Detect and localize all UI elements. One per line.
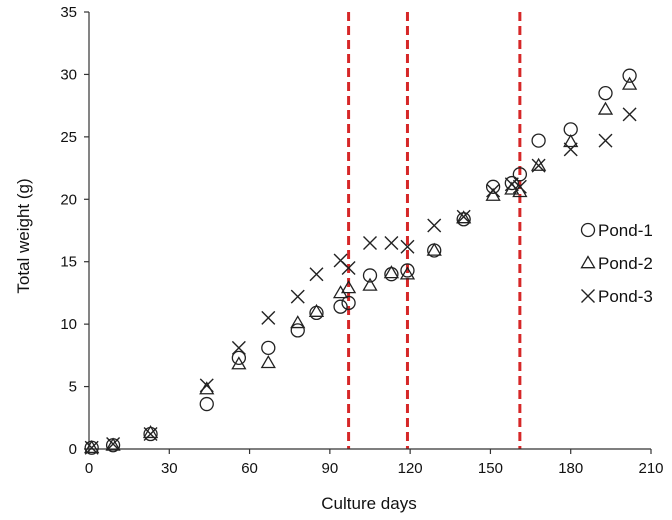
data-point xyxy=(598,86,613,101)
data-point xyxy=(333,299,348,314)
y-tick-label: 35 xyxy=(60,4,77,21)
series-pond-3 xyxy=(84,107,637,455)
axis-ticks: 0 30 60 90 120 150 180 210 0 5 10 15 20 25 30 35 xyxy=(60,4,663,477)
data-point xyxy=(456,210,472,224)
data-point xyxy=(622,107,637,122)
data-point xyxy=(530,157,547,171)
data-point xyxy=(261,340,276,356)
data-point xyxy=(199,396,214,412)
x-tick-label: 150 xyxy=(478,460,503,477)
reference-lines xyxy=(347,12,522,449)
data-point xyxy=(384,235,399,250)
series-pond-2 xyxy=(84,76,638,454)
data-point xyxy=(621,76,638,90)
data-point xyxy=(84,439,100,454)
data-point xyxy=(504,177,519,192)
data-point xyxy=(485,179,501,194)
data-point xyxy=(399,266,416,280)
legend-marker xyxy=(580,255,596,269)
y-tick-label: 15 xyxy=(60,254,77,271)
data-point xyxy=(142,424,159,439)
data-point xyxy=(106,437,121,452)
data-point xyxy=(400,263,415,278)
data-point xyxy=(199,381,215,395)
data-point xyxy=(512,167,528,182)
data-point xyxy=(341,260,356,275)
data-point xyxy=(597,101,614,115)
data-point xyxy=(598,133,613,148)
data-point xyxy=(426,242,442,256)
legend-item: Pond-3 xyxy=(581,287,653,306)
data-point xyxy=(363,235,377,250)
legend-label: Pond-3 xyxy=(598,287,653,306)
y-tick-label: 10 xyxy=(60,316,77,333)
data-point xyxy=(105,437,121,451)
data-point xyxy=(563,142,578,157)
data-point xyxy=(261,310,276,325)
data-point xyxy=(260,355,276,369)
data-point xyxy=(290,323,305,338)
legend-marker xyxy=(580,222,596,238)
data-point xyxy=(427,218,442,233)
data-point xyxy=(231,350,247,366)
data-point xyxy=(486,183,501,198)
legend-marker xyxy=(581,289,595,303)
x-tick-label: 60 xyxy=(241,460,258,477)
data-point xyxy=(400,239,415,254)
y-tick-label: 5 xyxy=(69,379,77,396)
data-point xyxy=(341,295,356,311)
data-point xyxy=(290,289,305,304)
series-pond-1 xyxy=(84,68,637,455)
x-tick-label: 120 xyxy=(398,460,423,477)
y-axis-title: Total weight (g) xyxy=(14,178,33,293)
x-tick-label: 30 xyxy=(161,460,178,477)
data-point xyxy=(504,175,519,191)
data-point xyxy=(231,340,246,355)
legend: Pond-1 Pond-2 Pond-3 xyxy=(580,221,653,306)
data-point xyxy=(622,68,637,83)
data-point xyxy=(362,277,378,291)
data-point xyxy=(362,268,378,283)
data-point xyxy=(290,315,306,329)
y-tick-label: 30 xyxy=(60,66,77,83)
data-point xyxy=(309,267,324,282)
data-marks xyxy=(84,68,638,455)
data-point xyxy=(456,209,471,224)
data-point xyxy=(308,303,325,317)
data-point xyxy=(531,158,546,173)
data-point xyxy=(531,133,546,148)
x-tick-label: 210 xyxy=(638,460,663,477)
y-tick-label: 20 xyxy=(60,191,77,208)
data-point xyxy=(340,280,357,294)
y-tick-label: 25 xyxy=(60,129,77,146)
data-point xyxy=(199,378,214,393)
y-tick-label: 0 xyxy=(69,441,77,458)
x-tick-label: 180 xyxy=(558,460,583,477)
data-point xyxy=(563,134,579,148)
x-axis-title: Culture days xyxy=(321,494,416,513)
data-point xyxy=(143,427,158,442)
legend-item: Pond-1 xyxy=(580,221,653,240)
x-tick-label: 90 xyxy=(322,460,339,477)
axes xyxy=(88,12,651,450)
legend-label: Pond-2 xyxy=(598,254,653,273)
data-point xyxy=(84,440,99,455)
data-point xyxy=(231,356,247,370)
data-point xyxy=(383,265,400,279)
legend-label: Pond-1 xyxy=(598,221,653,240)
data-point xyxy=(512,179,527,194)
data-point xyxy=(563,122,578,137)
x-tick-label: 0 xyxy=(85,460,93,477)
legend-item: Pond-2 xyxy=(580,254,653,273)
